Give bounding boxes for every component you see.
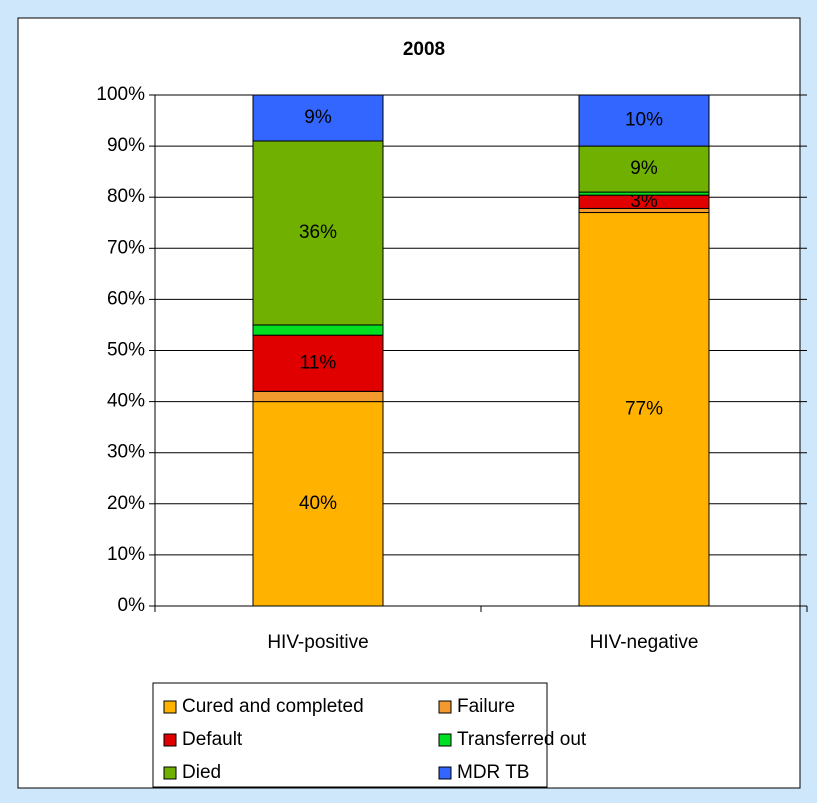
y-tick-label: 0% <box>118 595 146 616</box>
legend-label: Transferred out <box>457 729 587 750</box>
bar-segment <box>252 140 384 326</box>
bar-segment <box>252 401 384 607</box>
y-tick-label: 80% <box>107 186 145 207</box>
bar-segment <box>578 212 710 607</box>
y-tick-label: 20% <box>107 493 145 514</box>
legend-label: Died <box>182 762 221 783</box>
legend <box>152 682 548 788</box>
y-tick-label: 50% <box>107 340 145 361</box>
data-label: 77% <box>625 398 663 419</box>
bar-segment <box>252 334 384 392</box>
y-tick-label: 40% <box>107 391 145 412</box>
data-label: 36% <box>299 222 337 243</box>
bar-segment <box>578 145 710 193</box>
y-tick-label: 70% <box>107 237 145 258</box>
x-tick-label: HIV-positive <box>267 632 368 653</box>
legend-swatch <box>438 766 452 780</box>
bar-segment <box>252 390 384 403</box>
legend-label: MDR TB <box>457 762 529 783</box>
bar-segment <box>252 324 384 336</box>
legend-label: Default <box>182 729 243 750</box>
bar-segment <box>252 94 384 142</box>
data-label: 9% <box>304 107 332 128</box>
y-tick-label: 100% <box>96 84 145 105</box>
legend-swatch <box>163 700 177 714</box>
y-tick-label: 30% <box>107 442 145 463</box>
data-label: 9% <box>630 158 658 179</box>
legend-swatch <box>438 733 452 747</box>
legend-label: Cured and completed <box>182 696 364 717</box>
legend-swatch <box>438 700 452 714</box>
y-tick-label: 90% <box>107 135 145 156</box>
x-tick-label: HIV-negative <box>590 632 699 653</box>
y-tick-label: 10% <box>107 544 145 565</box>
chart-title: 2008 <box>403 39 445 60</box>
data-label: 11% <box>300 352 337 373</box>
data-label: 40% <box>299 493 337 514</box>
data-label: 3% <box>630 191 658 212</box>
data-label: 10% <box>625 110 663 131</box>
y-tick-label: 60% <box>107 288 145 309</box>
legend-swatch <box>163 733 177 747</box>
legend-label: Failure <box>457 696 515 717</box>
legend-swatch <box>163 766 177 780</box>
bar-segment <box>578 94 710 147</box>
